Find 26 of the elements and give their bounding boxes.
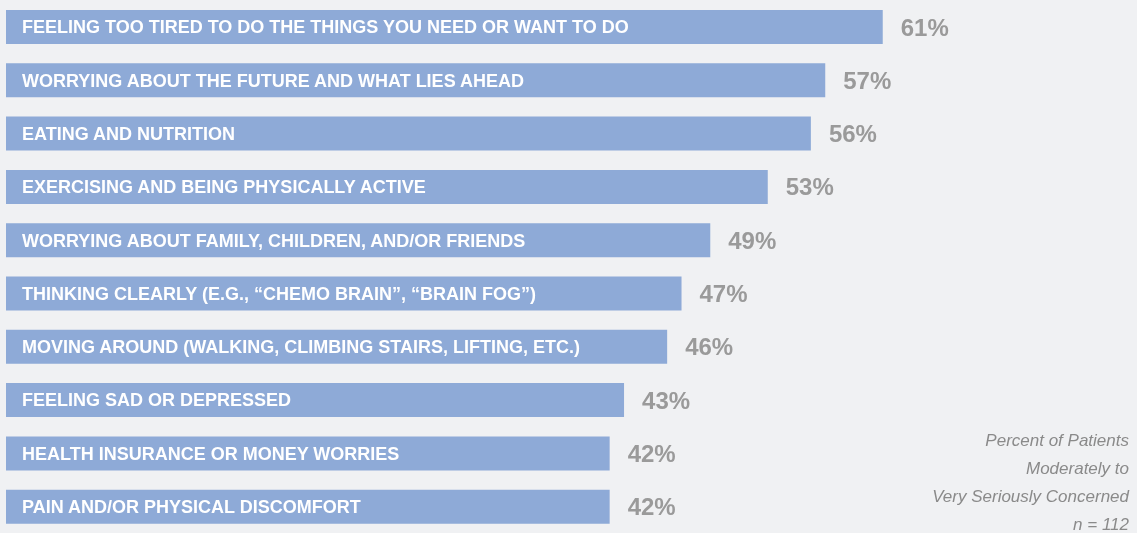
data-label: 42%: [627, 439, 676, 467]
text: Moderately to: [1025, 458, 1129, 480]
y-tick-label: EATING AND NUTRITION: [22, 123, 235, 144]
bar: [6, 116, 811, 151]
y-tick-label: PAIN AND/OR PHYSICAL DISCOMFORT: [22, 497, 361, 518]
y-tick-label: FEELING TOO TIRED TO DO THE THINGS YOU NEED OR WANT TO DO: [22, 17, 629, 38]
y-tick-label: HEALTH INSURANCE OR MONEY WORRIES: [22, 443, 400, 464]
y-tick-label: MOVING AROUND (WALKING, CLIMBING STAIRS, LIFTING, ETC.): [22, 337, 580, 358]
data-label: 42%: [627, 493, 676, 521]
bar: [6, 383, 625, 418]
data-label: 53%: [785, 173, 834, 201]
text: Very Seriously Concerned: [932, 486, 1129, 508]
data-label: 46%: [685, 333, 734, 361]
data-label: 61%: [900, 13, 949, 41]
data-label: 57%: [843, 66, 892, 94]
y-tick-label: WORRYING ABOUT THE FUTURE AND WHAT LIES AHEAD: [22, 70, 524, 91]
text: Percent of Patients: [984, 430, 1129, 452]
data-label: 49%: [728, 226, 777, 254]
text: n = 112: [1072, 514, 1129, 533]
y-tick-label: THINKING CLEARLY (E.G., “CHEMO BRAIN”, “BRAIN FOG”): [22, 283, 537, 304]
y-tick-label: WORRYING ABOUT FAMILY, CHILDREN, AND/OR FRIENDS: [22, 230, 526, 251]
data-label: 47%: [699, 280, 748, 308]
data-label: 56%: [828, 120, 877, 148]
y-tick-label: FEELING SAD OR DEPRESSED: [22, 390, 292, 411]
data-label: 43%: [642, 386, 691, 414]
y-tick-label: EXERCISING AND BEING PHYSICALLY ACTIVE: [22, 177, 426, 198]
